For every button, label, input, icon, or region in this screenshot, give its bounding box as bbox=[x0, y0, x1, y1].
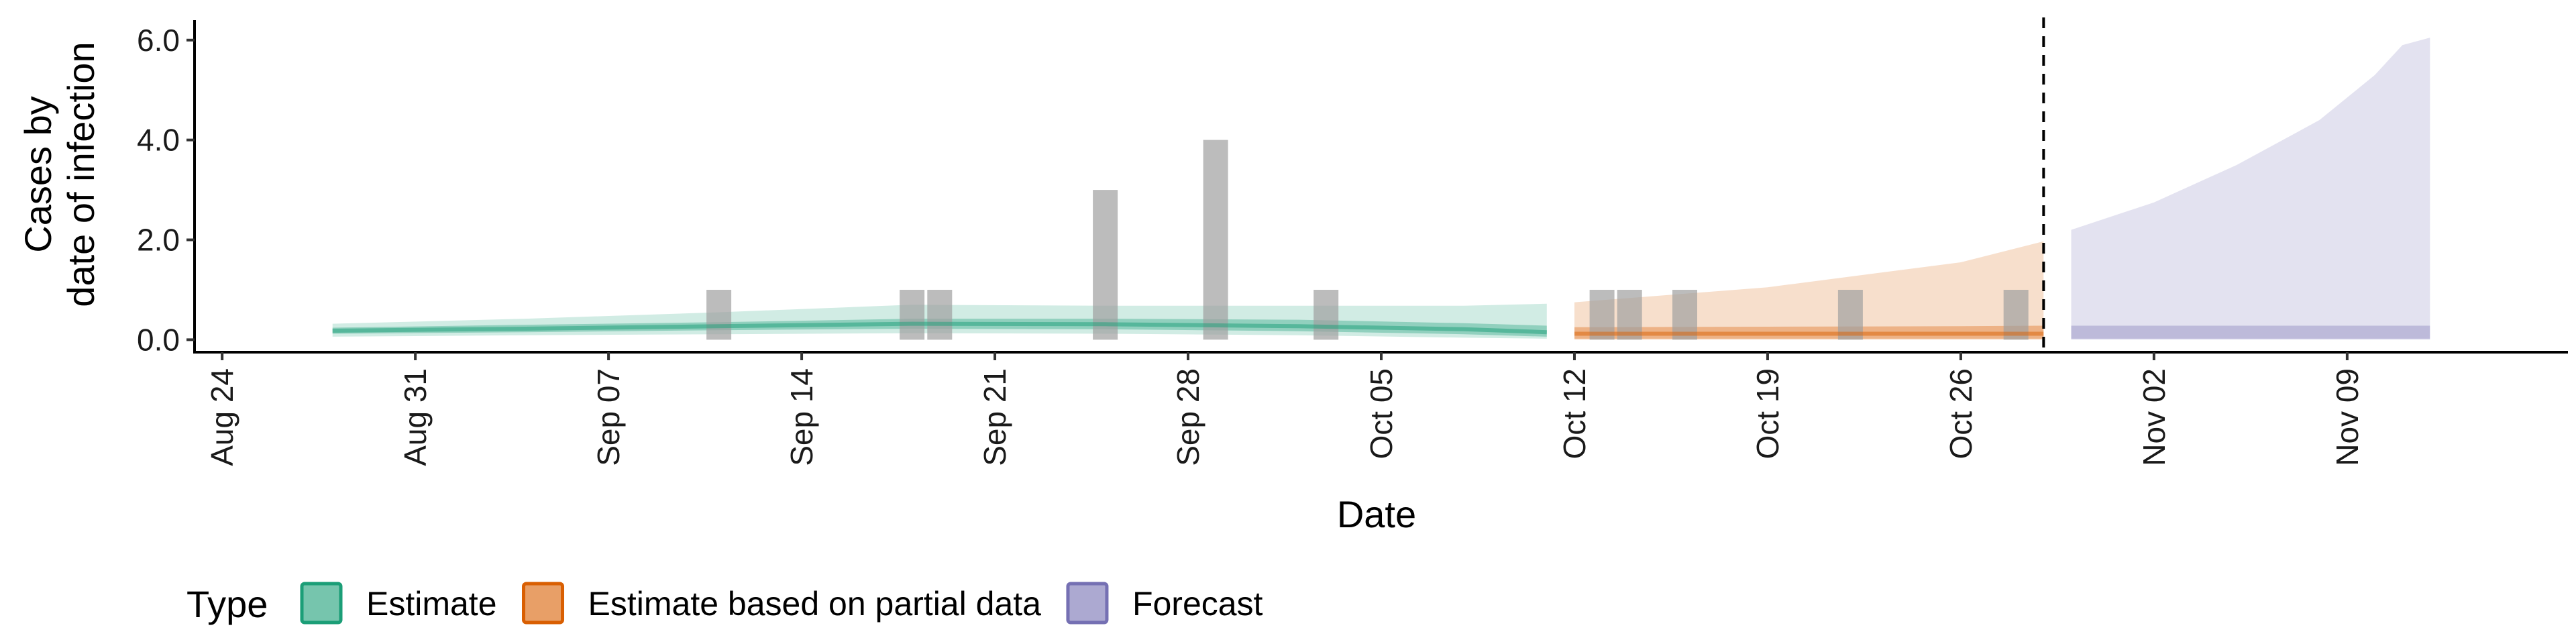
observed-bar bbox=[1313, 290, 1339, 340]
legend-item-partial: Estimate based on partial data bbox=[522, 582, 1042, 625]
legend-swatch bbox=[1066, 582, 1109, 625]
plot-area bbox=[332, 17, 2430, 352]
y-axis-title-line-2: date of infection bbox=[60, 42, 102, 307]
observed-bar bbox=[1617, 290, 1642, 340]
x-tick-label: Nov 09 bbox=[2330, 368, 2365, 466]
band-outer-forecast bbox=[2071, 38, 2430, 340]
observed-bar bbox=[1203, 140, 1228, 340]
axes: 0.0 2.0 4.0 6.0 Aug 24 Aug 31 Sep 07 Sep 14 Sep… bbox=[137, 20, 2568, 466]
series-medians bbox=[332, 321, 2044, 336]
legend-swatch bbox=[300, 582, 343, 625]
x-tick-label: Nov 02 bbox=[2137, 368, 2171, 466]
legend-label: Estimate bbox=[366, 585, 497, 623]
x-tick-label: Oct 05 bbox=[1364, 368, 1399, 460]
legend-item-estimate: Estimate bbox=[300, 582, 497, 625]
x-tick-label: Sep 21 bbox=[977, 368, 1012, 466]
x-axis-ticks: Aug 24 Aug 31 Sep 07 Sep 14 Sep 21 Sep 28 Oct … bbox=[205, 352, 2365, 466]
legend-title: Type bbox=[186, 583, 268, 625]
observed-bar bbox=[1093, 190, 1118, 340]
y-tick-label: 4.0 bbox=[137, 123, 180, 158]
legend-items: Estimate Estimate based on partial data Fo… bbox=[300, 582, 1263, 625]
x-tick-label: Oct 19 bbox=[1750, 368, 1785, 460]
y-tick-label: 0.0 bbox=[137, 322, 180, 357]
y-axis-ticks: 0.0 2.0 4.0 6.0 bbox=[137, 23, 195, 357]
x-tick-label: Oct 26 bbox=[1943, 368, 1978, 460]
observed-bar bbox=[927, 290, 953, 340]
observed-bar bbox=[2003, 290, 2029, 340]
median-line-estimate bbox=[332, 321, 1547, 335]
x-tick-label: Sep 14 bbox=[784, 368, 819, 466]
legend-label: Forecast bbox=[1132, 585, 1263, 623]
band-outer-partial bbox=[1574, 241, 2044, 340]
observed-bar bbox=[1589, 290, 1615, 340]
band-inner-forecast bbox=[2071, 325, 2430, 339]
observed-bar bbox=[1837, 290, 1863, 340]
legend-item-forecast: Forecast bbox=[1066, 582, 1263, 625]
observed-bar bbox=[706, 290, 732, 340]
x-tick-label: Sep 28 bbox=[1171, 368, 1205, 466]
legend: Type Estimate Estimate based on partial d… bbox=[186, 582, 1263, 625]
y-axis-title-line-1: Cases by bbox=[17, 96, 59, 252]
legend-label: Estimate based on partial data bbox=[588, 585, 1042, 623]
legend-swatch bbox=[522, 582, 565, 625]
x-tick-label: Aug 24 bbox=[205, 368, 239, 466]
x-tick-label: Sep 07 bbox=[591, 368, 626, 466]
observed-bar bbox=[1672, 290, 1697, 340]
observed-bars bbox=[706, 140, 2029, 340]
observed-bar bbox=[900, 290, 925, 340]
series-bands bbox=[332, 38, 2430, 340]
y-axis-title: Cases by date of infection bbox=[17, 42, 102, 307]
x-tick-label: Aug 31 bbox=[398, 368, 433, 466]
x-axis-title: Date bbox=[1337, 493, 1416, 535]
y-tick-label: 6.0 bbox=[137, 23, 180, 58]
y-tick-label: 2.0 bbox=[137, 223, 180, 258]
x-tick-label: Oct 12 bbox=[1557, 368, 1592, 460]
